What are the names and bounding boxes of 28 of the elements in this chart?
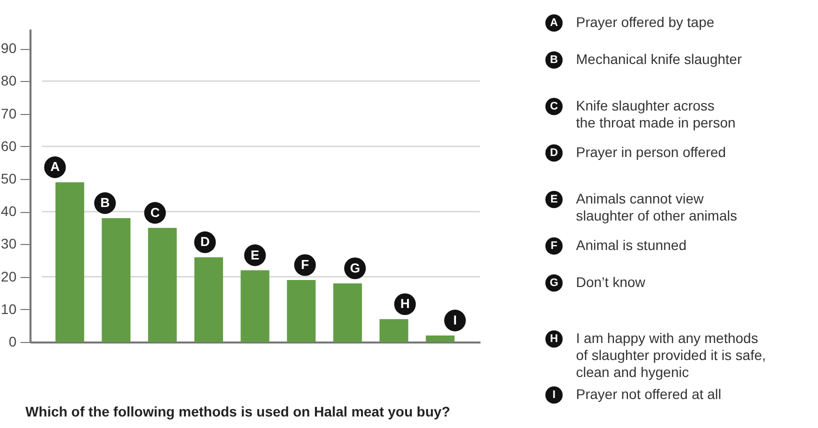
y-tick-label: 70	[0, 105, 17, 122]
category-label: G	[550, 277, 558, 289]
category-label: E	[550, 194, 558, 206]
y-tick-label: 0	[8, 334, 17, 350]
category-label: H	[550, 333, 558, 345]
y-tick-label: 60	[0, 138, 17, 154]
category-label: B	[550, 54, 558, 66]
text: Prayer not offered at all	[576, 386, 722, 402]
category-label: A	[550, 17, 558, 29]
text: Mechanical knife slaughter	[576, 51, 742, 67]
y-tick-label: 30	[0, 236, 17, 252]
category-label: D	[550, 147, 558, 159]
y-tick-label: 20	[0, 268, 17, 284]
text: Prayer in person offered	[576, 144, 726, 160]
text: Prayer offered by tape	[576, 14, 714, 30]
text: Knife slaughter across the throat made in person	[576, 98, 736, 130]
category-label: I	[552, 389, 556, 401]
y-tick-label: 10	[0, 300, 17, 317]
y-tick-label: 80	[0, 72, 17, 89]
text: I am happy with any methods of slaughter provided it is safe, clean and hygenic	[576, 330, 766, 380]
text: Animal is stunned	[576, 237, 687, 253]
text: Which of the following methods is used on Halal meat you buy?	[25, 404, 450, 420]
y-tick-label: 40	[0, 203, 17, 220]
y-tick-label: 50	[0, 170, 17, 186]
y-tick-label: 90	[0, 40, 17, 56]
text: Don’t know	[576, 274, 646, 290]
category-label: C	[550, 100, 558, 112]
text: Animals cannot view slaughter of other animals	[576, 190, 738, 224]
